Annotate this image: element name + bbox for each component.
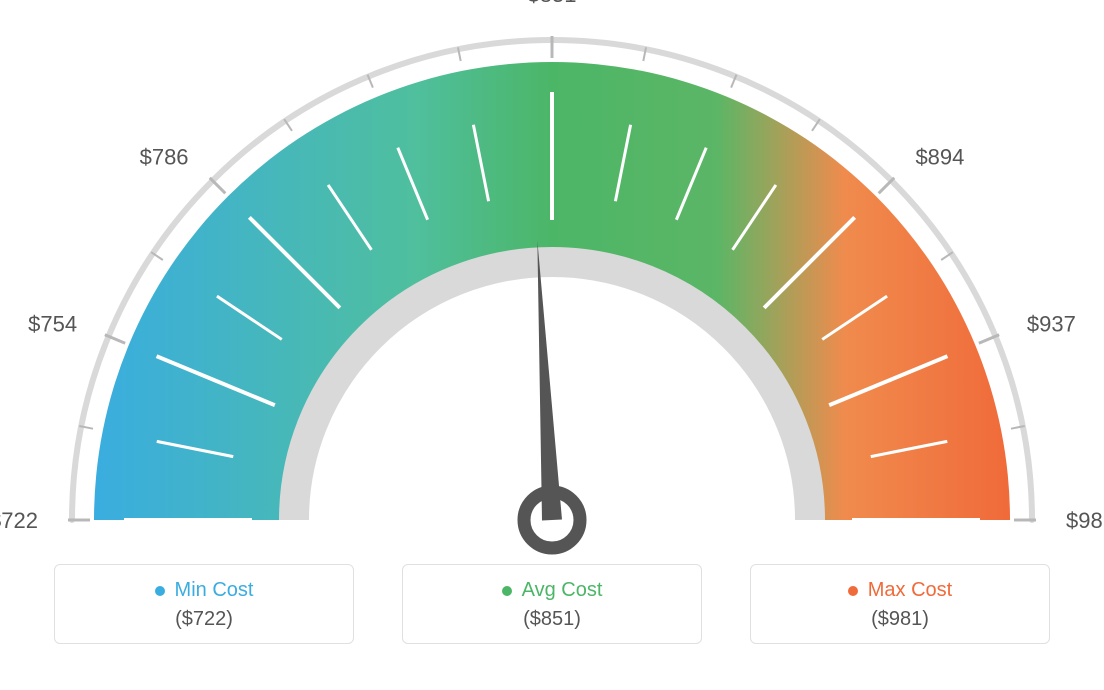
legend-label-max: Max Cost xyxy=(868,579,952,602)
legend-label-min: Min Cost xyxy=(175,579,254,602)
svg-text:$786: $786 xyxy=(140,145,189,170)
dot-icon xyxy=(155,586,165,596)
gauge-svg: $722 $754 $786 $851 $894 $937 $981 xyxy=(0,0,1104,560)
legend-card-max: Max Cost ($981) xyxy=(750,564,1050,644)
gauge-chart: $722 $754 $786 $851 $894 $937 $981 xyxy=(0,0,1104,560)
svg-text:$937: $937 xyxy=(1027,311,1076,336)
svg-text:$981: $981 xyxy=(1066,508,1104,533)
svg-text:$851: $851 xyxy=(528,0,577,7)
legend-value-avg: ($851) xyxy=(403,608,701,631)
legend-title-min: Min Cost xyxy=(155,579,254,602)
dot-icon xyxy=(848,586,858,596)
legend-title-avg: Avg Cost xyxy=(502,579,603,602)
svg-text:$722: $722 xyxy=(0,508,38,533)
legend-value-max: ($981) xyxy=(751,608,1049,631)
legend-label-avg: Avg Cost xyxy=(522,579,603,602)
legend-row: Min Cost ($722) Avg Cost ($851) Max Cost… xyxy=(0,564,1104,644)
legend-title-max: Max Cost xyxy=(848,579,952,602)
legend-value-min: ($722) xyxy=(55,608,353,631)
svg-text:$754: $754 xyxy=(28,311,77,336)
legend-card-avg: Avg Cost ($851) xyxy=(402,564,702,644)
svg-text:$894: $894 xyxy=(915,145,964,170)
dot-icon xyxy=(502,586,512,596)
legend-card-min: Min Cost ($722) xyxy=(54,564,354,644)
